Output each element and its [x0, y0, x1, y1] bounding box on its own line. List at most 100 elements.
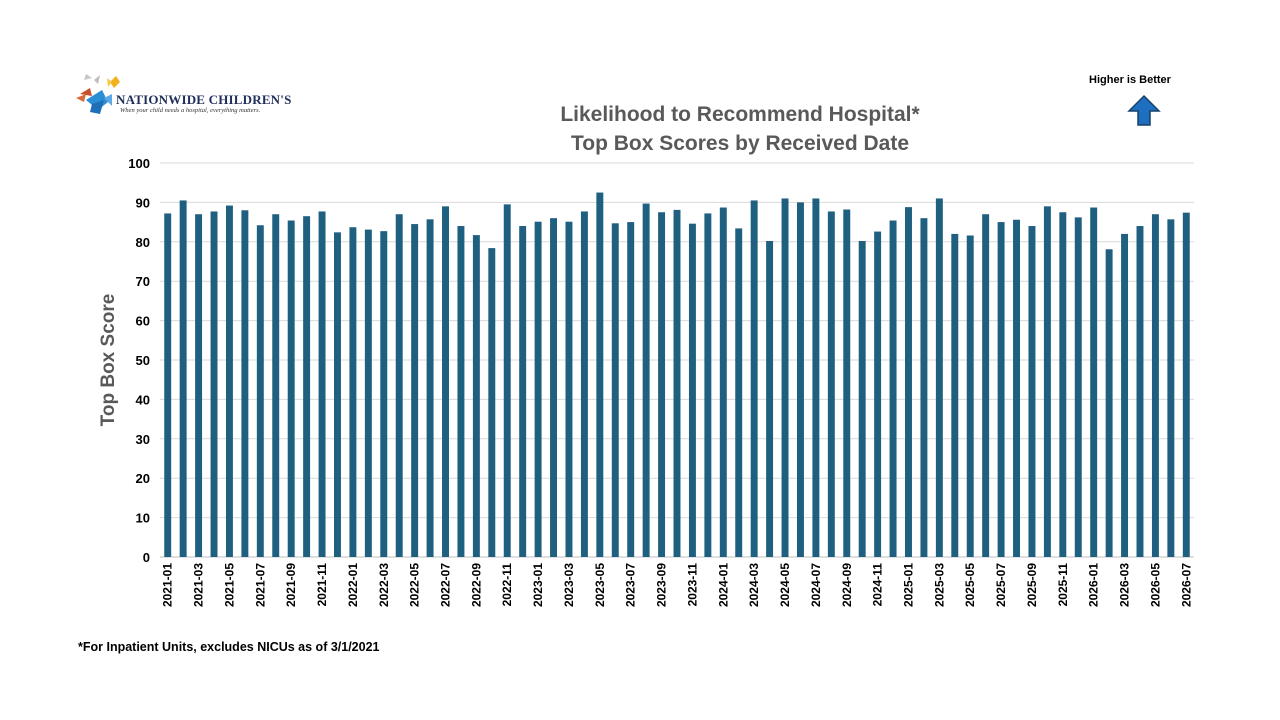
bar-2022-06	[426, 219, 434, 558]
x-tick-label: 2025-01	[901, 563, 915, 607]
y-tick-label: 50	[136, 353, 150, 368]
x-tick-label: 2024-05	[778, 563, 792, 607]
bar-2022-09	[472, 235, 480, 558]
y-tick-label: 20	[136, 471, 150, 486]
bar-2025-06	[982, 214, 990, 557]
bar-2025-02	[920, 218, 928, 557]
bar-2024-12	[889, 220, 897, 558]
bar-2025-07	[997, 222, 1005, 557]
x-tick-label: 2021-09	[284, 563, 298, 607]
y-tick-labels: 0 10 20 30 40 50 60 70 80 90 100	[128, 156, 150, 565]
bar-2023-03	[565, 221, 573, 557]
bars	[164, 192, 1190, 558]
bar-2023-07	[627, 222, 635, 557]
bar-2024-09	[843, 209, 851, 557]
bar-2025-11	[1059, 212, 1067, 557]
bar-2023-09	[658, 212, 666, 557]
x-tick-label: 2023-11	[685, 563, 699, 607]
bar-2021-07	[256, 225, 264, 557]
x-tick-label: 2025-09	[1025, 563, 1039, 607]
y-tick-label: 70	[136, 274, 150, 289]
x-tick-label: 2025-05	[963, 563, 977, 607]
x-tick-label: 2022-03	[377, 563, 391, 607]
higher-is-better-label: Higher is Better	[1089, 74, 1171, 86]
bar-2023-02	[550, 218, 558, 557]
bar-2021-08	[272, 214, 280, 557]
y-tick-label: 30	[136, 432, 150, 447]
nationwide-childrens-logo: NATIONWIDE CHILDREN'S When your child ne…	[74, 72, 314, 122]
bar-2024-02	[735, 228, 743, 558]
x-tick-label: 2023-05	[593, 563, 607, 607]
x-tick-label: 2026-05	[1148, 563, 1162, 607]
x-tick-label: 2022-11	[500, 563, 514, 607]
y-tick-label: 90	[136, 195, 150, 210]
bar-2022-03	[380, 231, 388, 558]
bar-2022-07	[442, 206, 449, 557]
x-tick-label: 2022-09	[469, 563, 483, 607]
bar-2025-04	[951, 233, 959, 558]
y-tick-label: 80	[136, 235, 150, 250]
x-tick-label: 2024-01	[716, 563, 730, 607]
bar-2026-01	[1090, 207, 1098, 557]
bar-2022-08	[457, 226, 465, 558]
x-tick-label: 2024-11	[871, 563, 885, 607]
x-tick-label: 2024-07	[809, 563, 823, 607]
x-tick-labels: 2021-01 2021-03 2021-05 2021-07 2021-09 2021-…	[161, 563, 1194, 607]
bar-2025-05	[966, 235, 974, 557]
bar-2024-04	[766, 241, 774, 557]
bar-2024-11	[874, 231, 882, 557]
bar-2025-03	[935, 198, 943, 557]
bar-2024-07	[812, 198, 820, 557]
x-tick-label: 2022-01	[346, 563, 360, 607]
bar-2021-09	[287, 220, 295, 558]
butterfly-logo-icon	[76, 74, 120, 114]
bar-2021-03	[195, 214, 203, 557]
bar-2023-08	[642, 203, 650, 557]
y-tick-label: 40	[136, 392, 150, 407]
x-tick-label: 2025-07	[994, 563, 1008, 607]
x-tick-label: 2021-03	[192, 563, 206, 607]
bar-2022-12	[519, 226, 527, 558]
bar-2023-06	[611, 223, 619, 558]
x-tick-label: 2024-03	[747, 563, 761, 607]
x-tick-label: 2023-01	[531, 563, 545, 607]
bar-2026-05	[1151, 214, 1159, 557]
x-tick-label: 2021-07	[253, 563, 267, 607]
x-tick-label: 2026-07	[1179, 563, 1193, 607]
chart-title-line-1: Likelihood to Recommend Hospital*	[560, 103, 920, 126]
bar-2024-10	[858, 241, 866, 557]
bar-2023-04	[580, 211, 588, 557]
bar-2023-10	[673, 209, 681, 558]
x-tick-label: 2023-09	[655, 563, 669, 607]
bar-2022-11	[503, 204, 511, 557]
bar-2025-10	[1043, 206, 1051, 557]
x-tick-label: 2024-09	[840, 563, 854, 607]
x-tick-label: 2021-11	[315, 563, 329, 607]
bar-2025-12	[1074, 217, 1082, 557]
y-tick-label: 60	[136, 314, 150, 329]
bar-2021-01	[164, 213, 172, 557]
x-tick-label: 2021-05	[222, 563, 236, 607]
x-tick-label: 2022-05	[408, 563, 422, 607]
bar-2021-05	[225, 205, 233, 557]
bar-2025-01	[905, 207, 912, 558]
bar-2023-12	[704, 213, 712, 557]
x-tick-label: 2023-07	[624, 563, 638, 607]
bar-2021-06	[241, 210, 249, 557]
bar-2021-04	[210, 211, 218, 557]
bar-2022-04	[395, 214, 403, 557]
bar-2021-12	[334, 232, 341, 557]
bar-2021-02	[179, 200, 187, 557]
x-tick-label: 2025-11	[1056, 563, 1070, 607]
x-tick-label: 2023-03	[562, 563, 576, 607]
bar-2026-02	[1105, 249, 1113, 557]
chart-title-line-2: Top Box Scores by Received Date	[570, 132, 910, 155]
x-tick-label: 2026-03	[1118, 563, 1132, 607]
bar-2022-02	[364, 229, 372, 557]
bar-2026-04	[1136, 226, 1144, 558]
bar-2024-05	[781, 198, 789, 557]
y-tick-label: 10	[136, 511, 150, 526]
bar-2025-08	[1013, 219, 1020, 557]
bar-2023-11	[688, 223, 696, 557]
footnote: *For Inpatient Units, excludes NICUs as …	[78, 640, 380, 654]
